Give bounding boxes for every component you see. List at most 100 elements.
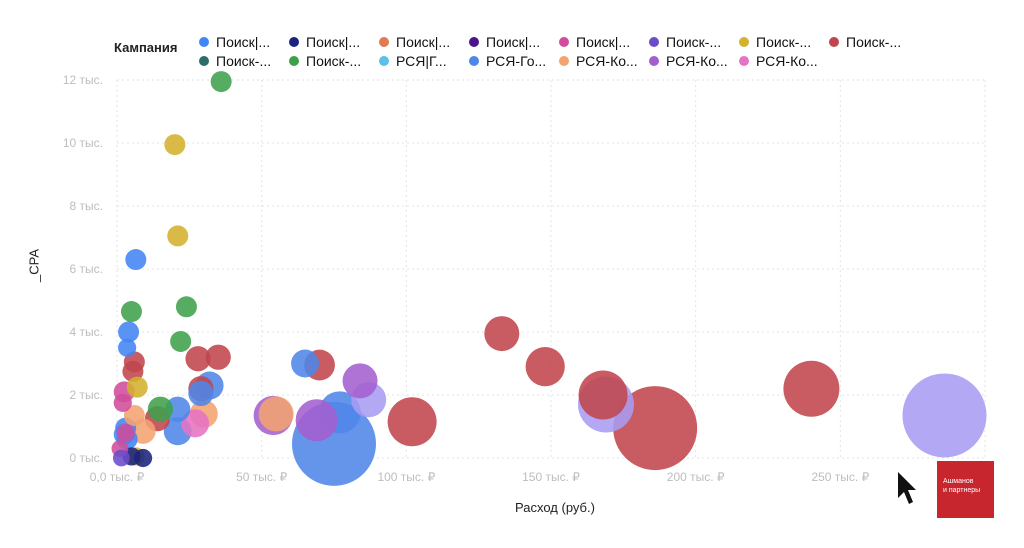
- x-tick-label: 200 тыс. ₽: [667, 470, 725, 484]
- x-tick-label: 0,0 тыс. ₽: [90, 470, 145, 484]
- data-point: [112, 449, 130, 467]
- data-point: [113, 393, 132, 412]
- legend-label: Поиск-...: [666, 34, 722, 50]
- data-point: [123, 404, 145, 426]
- data-point: [164, 134, 186, 156]
- legend-label: РСЯ-Ко...: [576, 53, 638, 69]
- y-axis-label: _CPA: [26, 249, 42, 282]
- legend-swatch-icon: [469, 56, 479, 66]
- y-tick-label: 6 тыс.: [70, 262, 103, 276]
- y-tick-label: 4 тыс.: [70, 325, 103, 339]
- legend-label: РСЯ-Го...: [486, 53, 547, 69]
- data-point: [185, 346, 211, 372]
- legend-item[interactable]: Поиск-...: [739, 33, 811, 51]
- x-tick-label: 100 тыс. ₽: [377, 470, 435, 484]
- brand-logo: Ашманов и партнеры: [937, 461, 994, 518]
- data-point: [147, 396, 173, 422]
- x-tick-label: 250 тыс. ₽: [811, 470, 869, 484]
- data-point: [902, 373, 987, 458]
- legend-swatch-icon: [199, 56, 209, 66]
- legend-swatch-icon: [649, 56, 659, 66]
- data-point: [116, 423, 135, 442]
- data-point: [205, 344, 231, 370]
- legend-swatch-icon: [559, 37, 569, 47]
- y-tick-label: 10 тыс.: [63, 136, 103, 150]
- legend-swatch-icon: [379, 56, 389, 66]
- legend-label: РСЯ|Г...: [396, 53, 447, 69]
- data-point: [342, 363, 378, 399]
- legend-item[interactable]: Поиск-...: [829, 33, 901, 51]
- logo-cursor-icon: [898, 472, 916, 504]
- legend-item[interactable]: Поиск|...: [199, 33, 270, 51]
- legend-item[interactable]: РСЯ-Ко...: [739, 52, 818, 70]
- legend-label: Поиск-...: [846, 34, 902, 50]
- legend-label: РСЯ-Ко...: [756, 53, 818, 69]
- brand-logo-line-1: Ашманов: [943, 478, 974, 485]
- data-point: [613, 386, 698, 471]
- legend-swatch-icon: [739, 37, 749, 47]
- legend-item[interactable]: РСЯ-Ко...: [649, 52, 728, 70]
- legend-item[interactable]: Поиск|...: [379, 33, 450, 51]
- data-point: [126, 376, 148, 398]
- legend-item[interactable]: Поиск-...: [289, 52, 361, 70]
- legend-swatch-icon: [829, 37, 839, 47]
- data-point: [118, 321, 140, 343]
- y-tick-label: 0 тыс.: [70, 451, 103, 465]
- legend-label: Поиск|...: [576, 34, 631, 50]
- legend-swatch-icon: [739, 56, 749, 66]
- legend: Кампания Поиск|... Поиск|... Поиск|... Поис…: [0, 0, 1024, 80]
- y-tick-label: 12 тыс.: [63, 73, 103, 87]
- legend-label: Поиск|...: [306, 34, 361, 50]
- legend-item[interactable]: Поиск-...: [199, 52, 271, 70]
- x-tick-label: 50 тыс. ₽: [236, 470, 287, 484]
- data-point: [170, 330, 192, 352]
- data-point: [122, 360, 144, 382]
- data-point: [525, 347, 565, 387]
- data-point: [181, 409, 210, 438]
- legend-swatch-icon: [559, 56, 569, 66]
- legend-label: Поиск-...: [756, 34, 812, 50]
- data-point: [167, 225, 189, 247]
- data-point: [120, 301, 142, 323]
- data-point: [783, 360, 840, 417]
- legend-label: Поиск-...: [216, 53, 272, 69]
- x-tick-label: 150 тыс. ₽: [522, 470, 580, 484]
- legend-label: Поиск|...: [486, 34, 541, 50]
- legend-swatch-icon: [289, 56, 299, 66]
- legend-item[interactable]: РСЯ|Г...: [379, 52, 447, 70]
- legend-swatch-icon: [289, 37, 299, 47]
- legend-title: Кампания: [114, 40, 178, 55]
- data-point: [258, 396, 294, 432]
- data-point: [295, 399, 338, 442]
- data-point: [175, 296, 197, 318]
- data-point: [188, 380, 214, 407]
- y-tick-label: 2 тыс.: [70, 388, 103, 402]
- y-axis-label-box: _CPA: [14, 240, 54, 300]
- data-point: [578, 370, 628, 420]
- legend-swatch-icon: [199, 37, 209, 47]
- legend-swatch-icon: [469, 37, 479, 47]
- data-point: [291, 349, 320, 378]
- data-point: [210, 71, 232, 93]
- data-point: [125, 249, 147, 271]
- y-tick-label: 8 тыс.: [70, 199, 103, 213]
- data-point: [118, 338, 137, 357]
- legend-item[interactable]: Поиск-...: [649, 33, 721, 51]
- legend-item[interactable]: Поиск|...: [469, 33, 540, 51]
- legend-item[interactable]: РСЯ-Го...: [469, 52, 546, 70]
- legend-swatch-icon: [379, 37, 389, 47]
- legend-item[interactable]: Поиск|...: [559, 33, 630, 51]
- legend-item[interactable]: Поиск|...: [289, 33, 360, 51]
- data-point: [165, 396, 191, 422]
- brand-logo-line-2: и партнеры: [943, 487, 981, 494]
- x-axis-label: Расход (руб.): [515, 500, 595, 515]
- data-point: [387, 397, 437, 447]
- legend-label: Поиск-...: [306, 53, 362, 69]
- legend-swatch-icon: [649, 37, 659, 47]
- legend-label: Поиск|...: [396, 34, 451, 50]
- data-point: [484, 316, 520, 352]
- legend-label: Поиск|...: [216, 34, 271, 50]
- legend-item[interactable]: РСЯ-Ко...: [559, 52, 638, 70]
- legend-label: РСЯ-Ко...: [666, 53, 728, 69]
